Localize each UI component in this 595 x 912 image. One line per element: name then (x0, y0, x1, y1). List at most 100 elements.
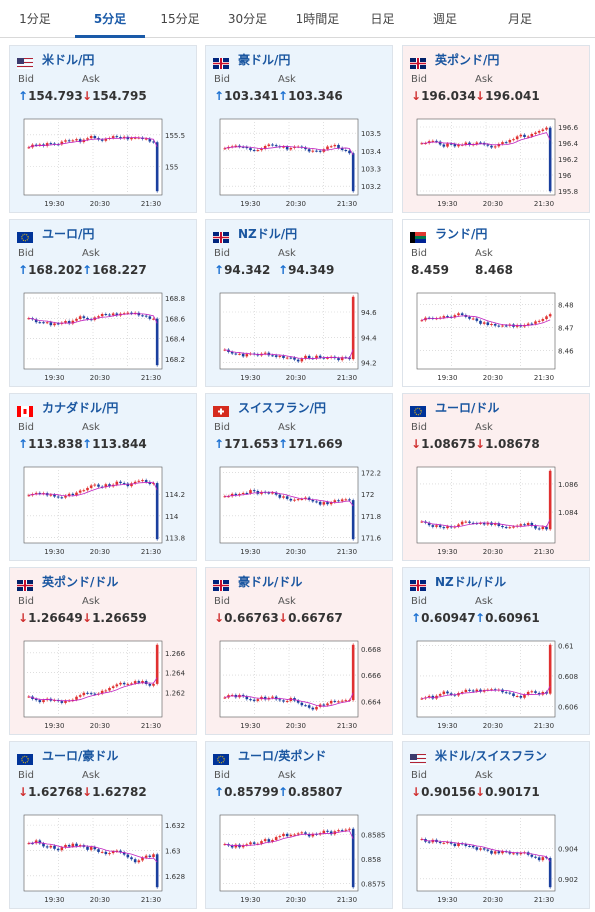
tab-4[interactable]: 1時間足 (295, 12, 340, 26)
y-tick-label: 114.2 (165, 491, 185, 499)
candle-body (344, 829, 348, 831)
tab-7[interactable]: 月足 (507, 12, 532, 26)
y-tick-label: 0.904 (558, 845, 579, 853)
ask-value: 196.041 (485, 89, 540, 103)
mini-chart[interactable]: 0.61 0.608 0.606 19:30 20:30 21:30 (413, 633, 583, 731)
candle-body (45, 143, 49, 146)
candle-body (271, 492, 274, 494)
candle-body (344, 149, 348, 151)
mini-chart[interactable]: 1.266 1.264 1.262 19:30 20:30 21:30 (20, 633, 190, 731)
candle-body (155, 142, 159, 192)
candle-body (530, 691, 534, 693)
tab-3[interactable]: 30分足 (227, 12, 268, 26)
candle-body (34, 840, 38, 844)
ask-price: ↑0.85807 (278, 785, 343, 799)
candle-body (137, 681, 141, 683)
tab-0[interactable]: 1分足 (19, 12, 51, 26)
candle-body (238, 493, 241, 496)
y-tick-label: 171.8 (361, 513, 381, 521)
pair-name-link[interactable]: スイスフラン/円 (238, 401, 327, 415)
tab-2[interactable]: 15分足 (160, 12, 200, 26)
candle-body (530, 522, 534, 526)
mini-chart[interactable]: 8.48 8.47 8.46 19:30 20:30 21:30 (413, 285, 583, 383)
y-tick-label: 0.608 (558, 673, 578, 681)
candle-body (351, 296, 355, 360)
candle-body (130, 683, 133, 685)
candle-body (427, 522, 431, 526)
x-tick-label: 21:30 (337, 896, 357, 904)
candle-body (340, 830, 344, 832)
candle-body (435, 525, 438, 527)
pair-name-link[interactable]: ユーロ/ドル (435, 401, 500, 415)
pair-name-link[interactable]: 英ポンド/ドル (42, 575, 119, 589)
candle-body (293, 499, 296, 501)
candle-body (464, 689, 468, 692)
candle-body (71, 493, 75, 496)
mini-chart[interactable]: 196.6 196.4 196.2 196 195.8 19:30 20:30 21:30 (413, 111, 583, 209)
moving-average-line (28, 841, 158, 863)
candle-body (460, 313, 464, 316)
candle-body (515, 696, 519, 698)
mini-chart[interactable]: 94.6 94.4 94.2 19:30 20:30 21:30 (216, 285, 386, 383)
mini-chart[interactable]: 168.8 168.6 168.4 168.2 19:30 20:30 21:30 (20, 285, 190, 383)
tab-5[interactable]: 日足 (370, 12, 395, 26)
pair-name-link[interactable]: 米ドル/スイスフラン (435, 749, 548, 763)
pair-name-link[interactable]: ランド/円 (435, 227, 488, 241)
mini-chart[interactable]: 0.668 0.666 0.664 19:30 20:30 21:30 (216, 633, 386, 731)
mini-chart[interactable]: 1.632 1.63 1.628 19:30 20:30 21:30 (20, 807, 190, 905)
chart-plot-area (416, 466, 556, 544)
candle-body (126, 483, 130, 487)
candle-body (223, 844, 227, 846)
candle-body (86, 317, 89, 320)
candle-body (115, 684, 119, 687)
pair-name-link[interactable]: ユーロ/豪ドル (42, 749, 119, 763)
rate-card: ユーロ/円 Bid ↑168.202 Ask ↑168.227 168.8 168.6 168… (9, 219, 197, 387)
pair-name-link[interactable]: NZドル/円 (238, 227, 298, 241)
candle-body (501, 689, 504, 693)
y-tick-label: 1.628 (165, 873, 185, 881)
tab-1[interactable]: 5分足 (75, 0, 145, 38)
pair-name-link[interactable]: NZドル/ドル (435, 575, 507, 589)
mini-chart[interactable]: 103.5 103.4 103.3 103.2 19:30 20:30 21:30 (216, 111, 386, 209)
y-tick-label: 8.46 (558, 348, 574, 356)
chart-plot-area (23, 292, 163, 370)
bid-label: Bid (18, 770, 34, 781)
pair-name-link[interactable]: 豪ドル/ドル (238, 575, 303, 589)
candle-body (464, 142, 468, 145)
flag-nz-icon (410, 576, 426, 591)
candle-body (267, 697, 271, 700)
candle-body (442, 144, 446, 147)
flag-eu-icon (17, 228, 33, 243)
pair-name-link[interactable]: ユーロ/円 (42, 227, 95, 241)
candle-body (234, 844, 238, 848)
pair-name-link[interactable]: 豪ドル/円 (238, 53, 291, 67)
tab-6[interactable]: 週足 (432, 12, 457, 26)
mini-chart[interactable]: 172.2 172 171.8 171.6 19:30 20:30 21:30 (216, 459, 386, 557)
ask-price: ↑113.844 (82, 437, 147, 451)
mini-chart[interactable]: 0.8585 0.858 0.8575 19:30 20:30 21:30 (216, 807, 386, 905)
chart-plot-area (416, 640, 556, 718)
candle-body (285, 833, 289, 837)
candle-body (296, 359, 300, 362)
mini-chart[interactable]: 0.904 0.902 19:30 20:30 21:30 (413, 807, 583, 905)
pair-name-link[interactable]: ユーロ/英ポンド (238, 749, 327, 763)
candle-body (479, 848, 482, 850)
candle-body (446, 316, 449, 318)
ask-price: ↑168.227 (82, 263, 147, 277)
mini-chart[interactable]: 114.2 114 113.8 19:30 20:30 21:30 (20, 459, 190, 557)
pair-name-link[interactable]: 英ポンド/円 (435, 53, 500, 67)
mini-chart[interactable]: 155.5 155 19:30 20:30 21:30 (20, 111, 190, 209)
candle-body (230, 694, 234, 696)
mini-chart[interactable]: 1.086 1.084 19:30 20:30 21:30 (413, 459, 583, 557)
candle-body (548, 314, 552, 317)
candle-body (249, 490, 252, 494)
candle-body (348, 499, 351, 501)
pair-name-link[interactable]: カナダドル/円 (42, 401, 119, 415)
candle-body (420, 320, 424, 322)
candle-body (126, 683, 130, 685)
x-tick-label: 21:30 (141, 200, 161, 208)
candle-body (307, 149, 311, 152)
candle-body (534, 691, 537, 693)
pair-name-link[interactable]: 米ドル/円 (42, 53, 95, 67)
y-tick-label: 103.4 (361, 148, 382, 156)
